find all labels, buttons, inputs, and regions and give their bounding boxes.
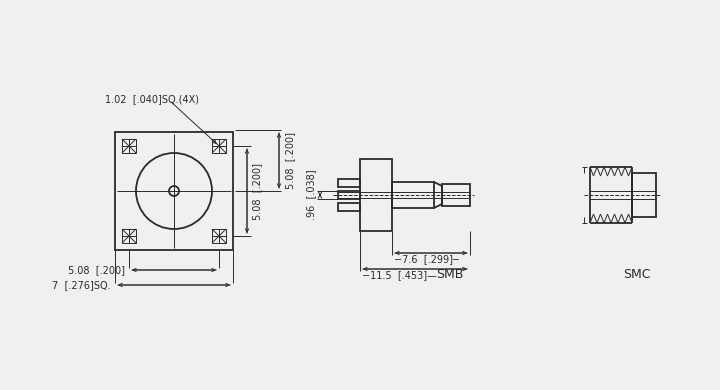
Text: −7.6  [.299]─: −7.6 [.299]─ xyxy=(394,254,459,264)
Text: 1.02  [.040]SQ.(4X): 1.02 [.040]SQ.(4X) xyxy=(105,94,199,104)
Text: 5.08  [.200]: 5.08 [.200] xyxy=(68,265,125,275)
Bar xyxy=(392,182,434,208)
Bar xyxy=(338,191,360,199)
Bar xyxy=(212,139,226,153)
Bar xyxy=(632,173,656,217)
Bar xyxy=(360,159,392,231)
Bar xyxy=(338,203,360,211)
Text: −11.5  [.453]—: −11.5 [.453]— xyxy=(362,270,437,280)
Bar xyxy=(115,132,233,250)
Text: .96  [.038]: .96 [.038] xyxy=(306,170,316,220)
Text: 5.08  [.200]: 5.08 [.200] xyxy=(252,163,262,220)
Bar xyxy=(122,229,136,243)
Bar xyxy=(442,184,470,206)
Text: 5.08  [.200]: 5.08 [.200] xyxy=(285,132,295,189)
Bar xyxy=(338,179,360,187)
Text: SMB: SMB xyxy=(436,268,464,282)
Text: 7  [.276]SQ.: 7 [.276]SQ. xyxy=(53,280,111,290)
Text: SMC: SMC xyxy=(624,268,651,282)
Bar xyxy=(212,229,226,243)
Bar xyxy=(122,139,136,153)
